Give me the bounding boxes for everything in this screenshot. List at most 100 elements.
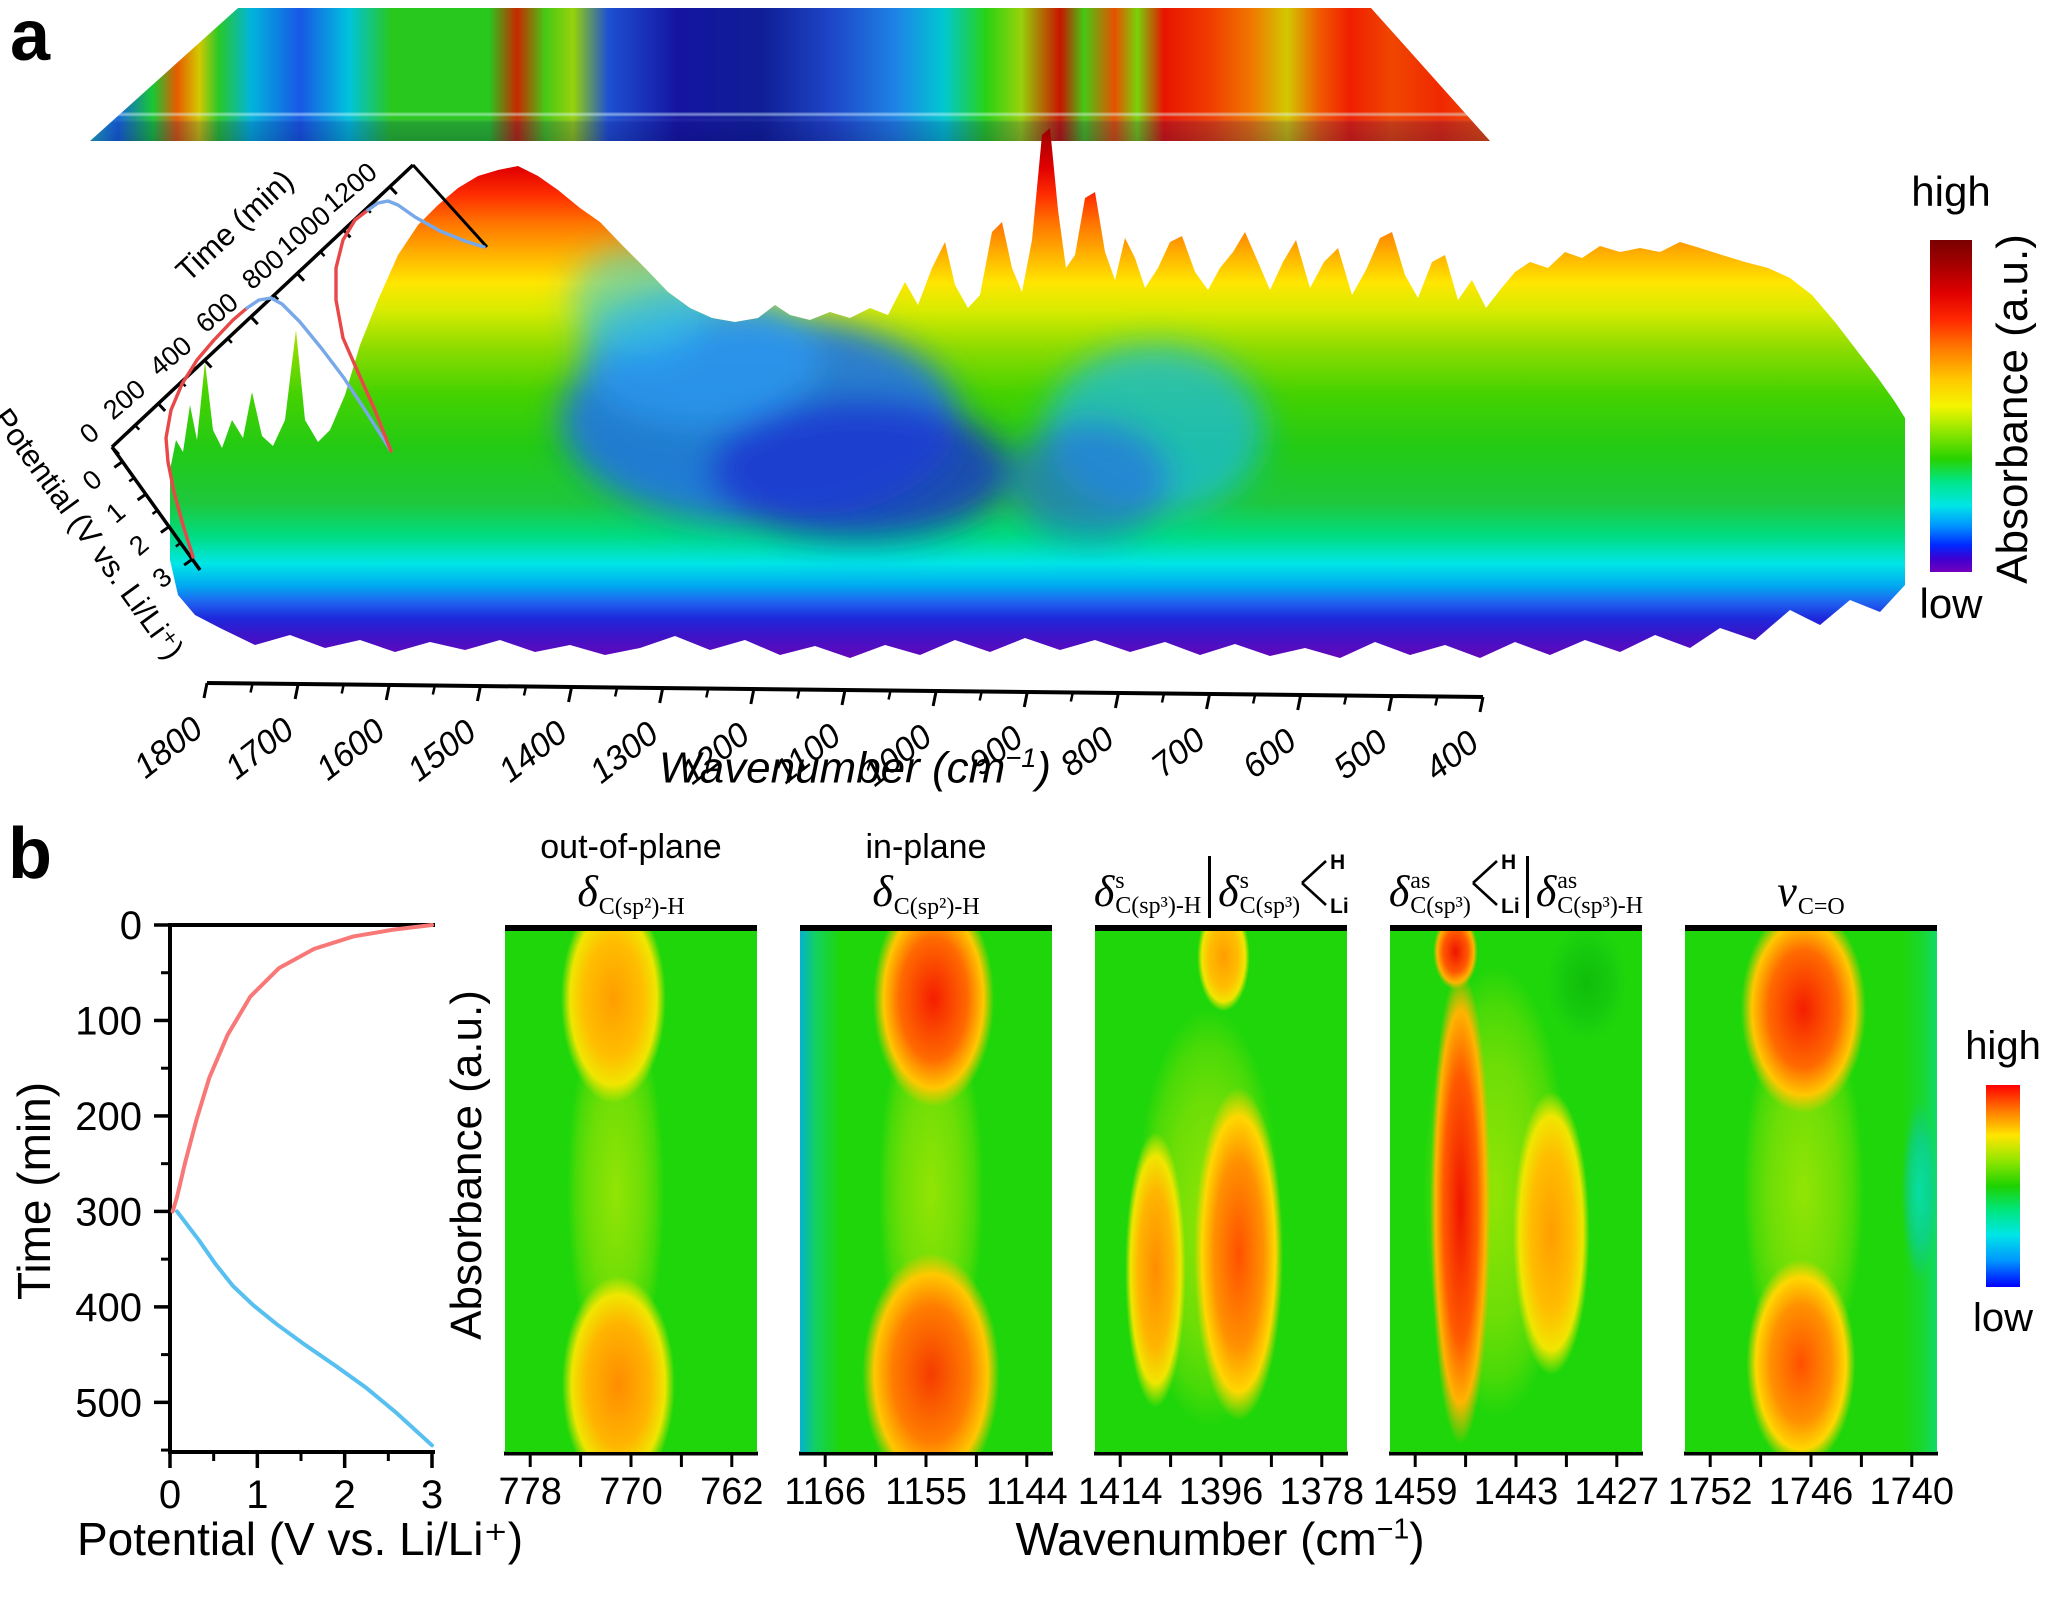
basin-blob	[1010, 420, 1170, 540]
basin-blob	[570, 245, 710, 355]
panel-b-xaxis-title: Wavenumber (cm−1)	[920, 1512, 1520, 1566]
heatmap-tick-label: 1459	[1373, 1471, 1458, 1513]
heatmap-4	[1390, 925, 1642, 1452]
bplot-potential-tick-label: 3	[421, 1473, 443, 1517]
bplot-time-tick-label: 0	[120, 904, 142, 948]
bplot-time-tick-label: 400	[75, 1286, 142, 1330]
wavenumber-tick-label: 500	[1327, 722, 1395, 787]
inset-potential-minor-tick	[175, 541, 182, 548]
bplot-charge-curve	[174, 1209, 434, 1448]
heatmap-tick-label: 1740	[1870, 1471, 1955, 1513]
wavenumber-minor-tick	[340, 684, 345, 694]
wavenumber-minor-tick	[978, 691, 983, 701]
inset-time-minor-tick	[273, 294, 280, 301]
heatmap-tick-label: 1155	[885, 1471, 967, 1513]
panel-b-absorbance-label: Absorbance (a.u.)	[442, 990, 491, 1340]
heatmap-tick-label: 1144	[986, 1471, 1068, 1513]
panel-b-map-axes: 778 770 762 1166 1155 1144 1414 1396 1378 1459 144…	[498, 1451, 1955, 1513]
heatmap-tick-label: 1427	[1575, 1471, 1660, 1513]
heatmap-tick-label: 778	[498, 1471, 561, 1513]
inset-time-major-tick	[249, 315, 259, 326]
inset-time-minor-tick	[134, 424, 141, 431]
wavenumber-minor-tick	[1343, 695, 1348, 705]
wavenumber-minor-tick	[796, 689, 801, 699]
wavenumber-major-tick	[1113, 692, 1120, 709]
heatmap-tick-label: 1752	[1668, 1471, 1753, 1513]
heatmap-3	[1095, 925, 1347, 1452]
wavenumber-minor-tick	[1069, 692, 1075, 702]
inset-potential-minor-tick	[128, 476, 135, 483]
panel-a-label: a	[10, 0, 51, 76]
panel-b-potential-plot: 0 100 200 300 400 500 0 1 2 3	[75, 904, 443, 1517]
panel-b-time-axis-label: Time (min)	[8, 1081, 60, 1301]
wavenumber-minor-tick	[613, 687, 619, 697]
inset-potential-major-tick	[160, 525, 170, 534]
absorbance-colorbar-b	[1986, 1085, 2020, 1287]
wavenumber-tick-label: 400	[1418, 723, 1486, 788]
bplot-time-tick-label: 100	[75, 999, 142, 1043]
panel-a-xaxis-title-post: )	[1036, 743, 1052, 793]
colorbar-a-high-label: high	[1911, 168, 1991, 215]
heatmap-tick-label: 1396	[1179, 1471, 1264, 1513]
wavenumber-minor-tick	[705, 688, 710, 698]
wavenumber-major-tick	[658, 687, 665, 704]
wavenumber-minor-tick	[431, 685, 437, 695]
panel-b-xaxis-title-sup: −1	[1376, 1513, 1410, 1546]
wavenumber-major-tick	[749, 688, 756, 705]
inset-potential-tick-label: 0	[77, 464, 108, 497]
inset-time-tick-label: 0	[74, 417, 105, 450]
wavenumber-major-tick	[384, 684, 391, 701]
inset-potential-axis	[110, 445, 202, 572]
bplot-time-tick-label: 300	[75, 1190, 142, 1234]
wavenumber-major-tick	[840, 689, 847, 706]
panel-b-potential-axis-label: Potential (V vs. Li/Li⁺)	[76, 1513, 524, 1565]
wavenumber-tick-label: 1800	[127, 709, 210, 786]
wavenumber-tick-label: 1700	[218, 710, 301, 787]
inset-time-minor-tick	[226, 337, 233, 344]
inset-potential-minor-tick	[151, 509, 159, 515]
inset-potential-major-tick	[136, 492, 147, 502]
panel-a-xaxis-title-sup: −1	[1005, 742, 1037, 773]
heatmap-tick-label: 1443	[1474, 1471, 1559, 1513]
heatmap-5	[1685, 925, 1937, 1452]
wavenumber-minor-tick	[1160, 693, 1166, 703]
heatmap-tick-label: 770	[599, 1471, 662, 1513]
wavenumber-minor-tick	[1434, 696, 1439, 706]
basin-blob	[710, 400, 1010, 540]
wavenumber-major-tick	[1387, 695, 1394, 712]
wavenumber-major-tick	[293, 683, 300, 700]
panel-a-xaxis-title-pre: Wavenumber (cm	[658, 743, 1006, 793]
heatmap-tick-label: 762	[700, 1471, 763, 1513]
inset-time-major-tick	[110, 445, 120, 456]
heatmap-tick-label: 1378	[1280, 1471, 1365, 1513]
panel-a-3d-surface	[170, 128, 1905, 658]
wavenumber-major-tick	[1205, 693, 1212, 710]
wavenumber-major-tick	[202, 682, 209, 699]
colorbar-a-axis-label: Absorbance (a.u.)	[1988, 234, 2037, 584]
wavenumber-minor-tick	[1251, 694, 1257, 704]
panel-a-top-heatmap-strip	[90, 8, 1490, 141]
bplot-potential-tick-label: 2	[334, 1473, 356, 1517]
inset-potential-major-tick	[183, 558, 194, 567]
wavenumber-minor-tick	[887, 690, 892, 700]
bplot-time-tick-label: 200	[75, 1095, 142, 1139]
heatmap-tick-label: 1746	[1769, 1471, 1854, 1513]
wavenumber-tick-label: 600	[1236, 721, 1304, 786]
strip-heatmap-shading	[90, 8, 1490, 141]
colorbar-b-high-label: high	[1965, 1024, 2041, 1068]
heatmap-tick-label: 1414	[1078, 1471, 1163, 1513]
panel-a-xaxis-title: Wavenumber (cm−1)	[555, 742, 1155, 794]
wavenumber-minor-tick	[249, 683, 254, 693]
wavenumber-minor-tick	[522, 686, 528, 696]
wavenumber-major-tick	[567, 686, 574, 703]
inset-potential-major-tick	[113, 460, 124, 469]
bplot-discharge-curve	[170, 923, 434, 1214]
inset-potential-tick-label: 2	[123, 529, 154, 562]
inset-time-major-tick	[296, 272, 306, 282]
wavenumber-major-tick	[931, 690, 938, 707]
surface-silhouette	[170, 128, 1905, 658]
inset-time-minor-tick	[412, 164, 419, 171]
wavenumber-tick-label: 1600	[309, 711, 392, 788]
inset-top-edge	[411, 163, 489, 249]
